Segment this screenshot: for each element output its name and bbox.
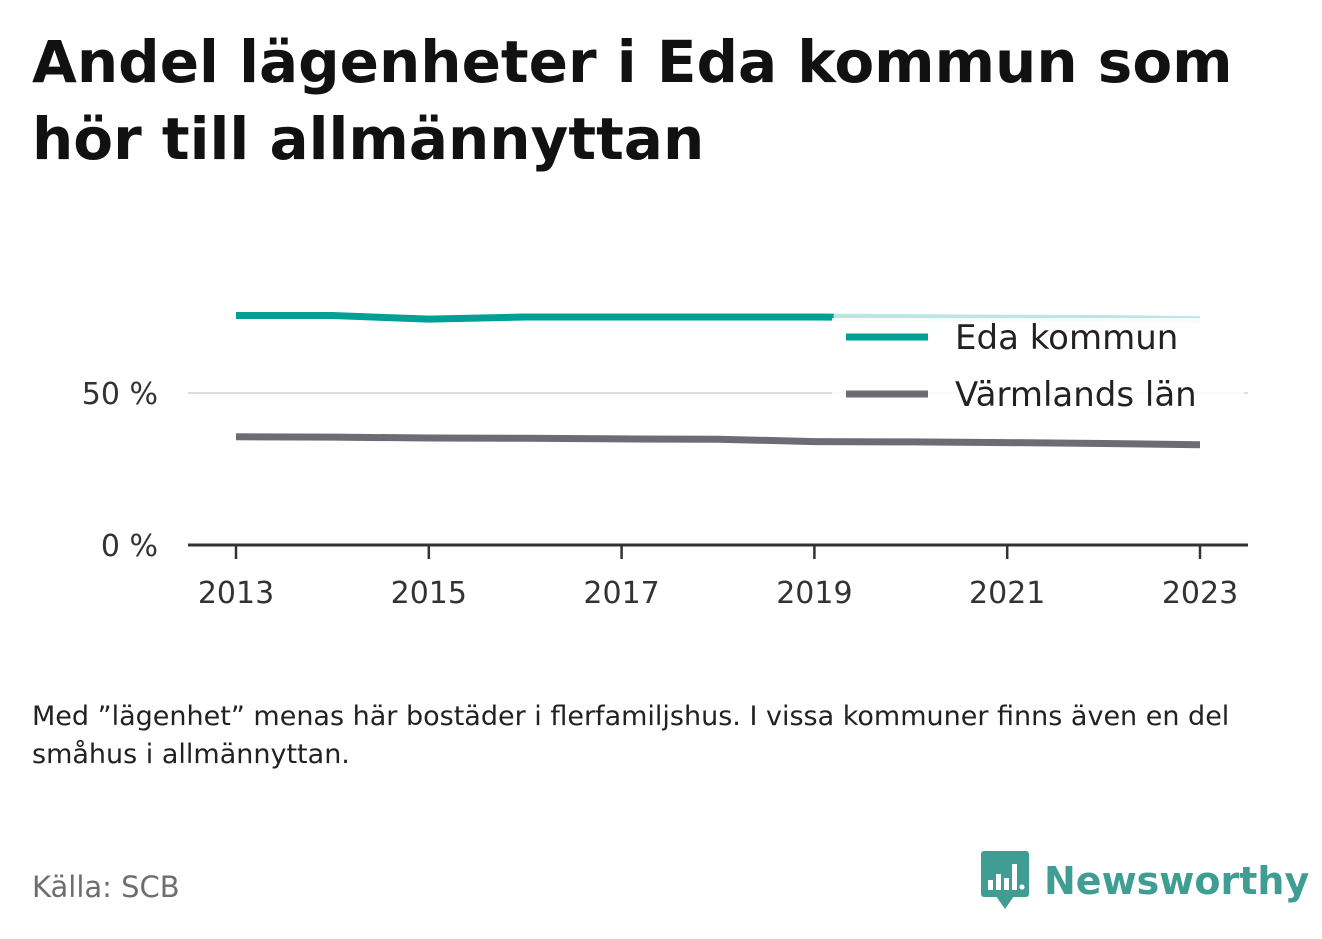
x-tick-label: 2023 — [1162, 576, 1238, 611]
x-tick-label: 2021 — [969, 576, 1045, 611]
newsworthy-logo-icon — [981, 851, 1029, 909]
brand-name: Newsworthy — [1044, 859, 1310, 903]
chart-title: Andel lägenheter i Eda kommun som hör ti… — [32, 28, 1233, 173]
x-tick-label: 2017 — [583, 576, 659, 611]
y-tick-label: 50 % — [82, 377, 158, 412]
x-tick-label: 2019 — [776, 576, 852, 611]
series-line-eda-kommun — [236, 312, 834, 323]
legend-eda-kommun-label: Eda kommun — [955, 318, 1178, 358]
y-tick-label: 0 % — [101, 529, 158, 564]
x-tick-label: 2013 — [198, 576, 274, 611]
newsworthy-logo[interactable]: Newsworthy — [980, 850, 1309, 912]
series-line-varmlands-lan — [235, 433, 1201, 449]
x-tick-label: 2015 — [391, 576, 467, 611]
source-label: Källa: SCB — [32, 870, 180, 904]
legend-varmlands-lan-label: Värmlands län — [955, 375, 1197, 415]
line-chart: 0 % 50 % 2013 2015 2017 2019 2021 2023 Eda kommu… — [82, 312, 1248, 611]
chart-note: Med ”lägenhet” menas här bostäder i fler… — [32, 701, 1230, 770]
